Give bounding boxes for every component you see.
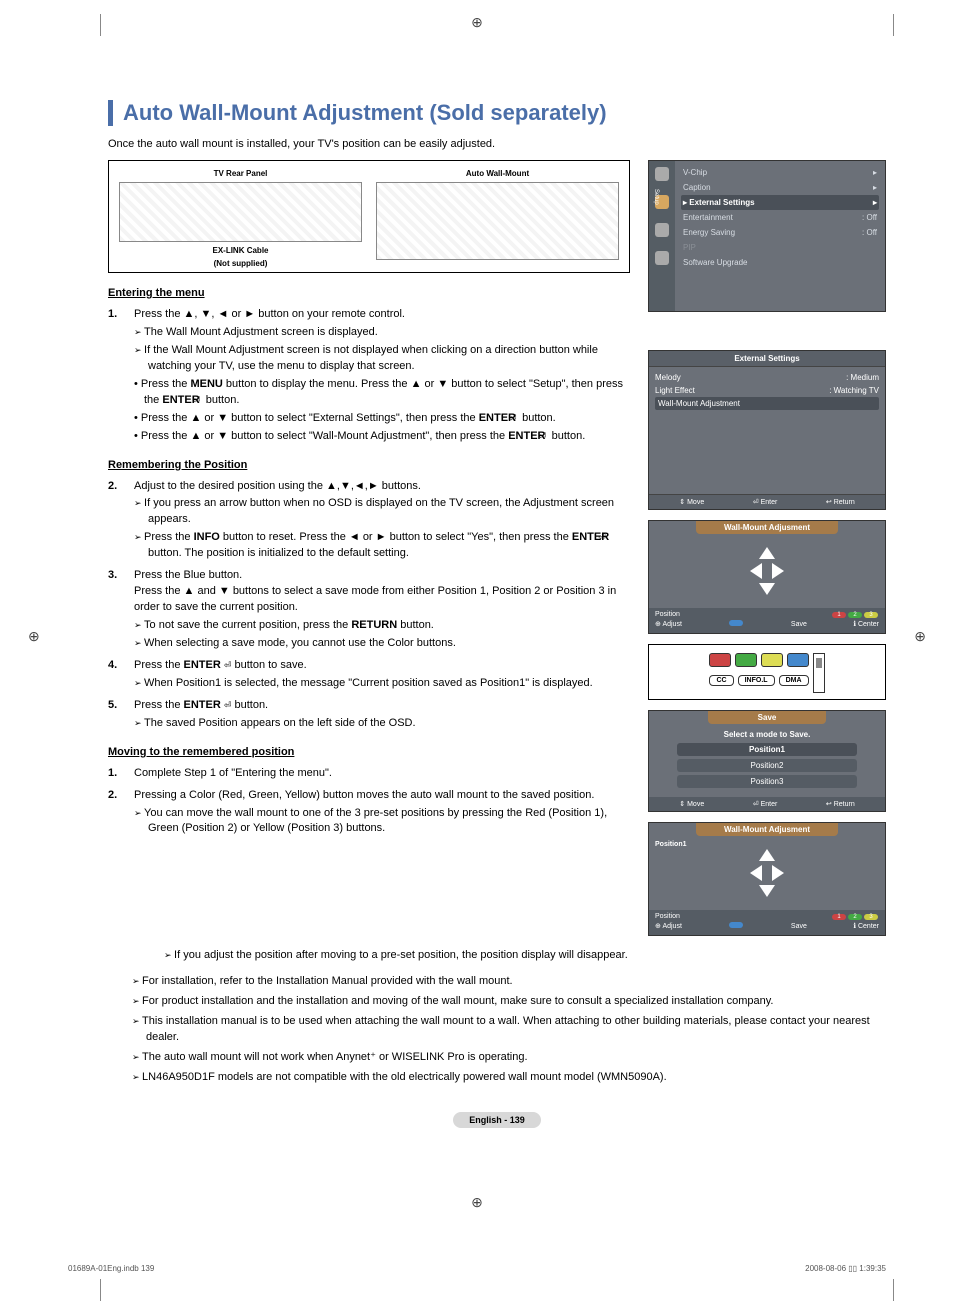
wiring-diagram: TV Rear Panel EX-LINK Cable (Not supplie… bbox=[108, 160, 630, 273]
sub-note: Press the INFO button to reset. Press th… bbox=[134, 530, 630, 562]
sub-note: If you adjust the position after moving … bbox=[164, 948, 886, 964]
diagram-label: TV Rear Panel bbox=[119, 169, 362, 178]
sub-note: To not save the current position, press … bbox=[134, 618, 630, 634]
sub-note: You can move the wall mount to one of th… bbox=[134, 806, 630, 838]
step-text: Press the Blue button. bbox=[134, 568, 630, 584]
sub-note: If you press an arrow button when no OSD… bbox=[134, 496, 630, 528]
osd-wallmount-pos1: Wall-Mount Adjusment Position1 Position1… bbox=[648, 822, 886, 936]
osd-save: Save Select a mode to Save. Position1 Po… bbox=[648, 710, 886, 812]
sub-note: The Wall Mount Adjustment screen is disp… bbox=[134, 325, 630, 341]
step-text: Press the ENTER ⏎ button. bbox=[134, 699, 268, 711]
step-text: Complete Step 1 of "Entering the menu". bbox=[134, 767, 332, 779]
bullet-note: Press the ▲ or ▼ button to select "Exter… bbox=[134, 411, 630, 427]
osd-wallmount: Wall-Mount Adjusment Position123 ⊕ Adjus… bbox=[648, 520, 886, 634]
bullet-note: Press the ▲ or ▼ button to select "Wall-… bbox=[134, 429, 630, 445]
cable-label: EX-LINK Cable bbox=[119, 246, 362, 255]
section-header: Remembering the Position bbox=[108, 459, 630, 471]
sub-note: The saved Position appears on the left s… bbox=[134, 716, 630, 732]
sub-note: When Position1 is selected, the message … bbox=[134, 676, 630, 692]
diagram-label: Auto Wall-Mount bbox=[376, 169, 619, 178]
final-notes: For installation, refer to the Installat… bbox=[108, 974, 886, 1086]
osd-setup-menu: Setup V-Chip▸ Caption▸ ▸ External Settin… bbox=[648, 160, 886, 312]
page-number: English - 139 bbox=[108, 1110, 886, 1128]
print-footer: 01689A-01Eng.indb 139 2008-08-06 ▯▯ 1:39… bbox=[68, 1264, 886, 1273]
bullet-note: Press the MENU button to display the men… bbox=[134, 377, 630, 409]
remote-diagram: CCINFO.LDMA bbox=[648, 644, 886, 700]
section-header: Moving to the remembered position bbox=[108, 746, 630, 758]
page-title: Auto Wall-Mount Adjustment (Sold separat… bbox=[123, 100, 886, 126]
step-text: Pressing a Color (Red, Green, Yellow) bu… bbox=[134, 789, 594, 801]
intro-text: Once the auto wall mount is installed, y… bbox=[108, 138, 886, 150]
step-text: Press the ▲, ▼, ◄ or ► button on your re… bbox=[134, 308, 405, 320]
sub-note: If the Wall Mount Adjustment screen is n… bbox=[134, 343, 630, 375]
section-header: Entering the menu bbox=[108, 287, 630, 299]
osd-external-settings: External Settings Melody: Medium Light E… bbox=[648, 350, 886, 510]
step-text: Press the ENTER ⏎ button to save. bbox=[134, 659, 307, 671]
step-text: Press the ▲ and ▼ buttons to select a sa… bbox=[134, 584, 630, 616]
sub-note: When selecting a save mode, you cannot u… bbox=[134, 636, 630, 652]
step-text: Adjust to the desired position using the… bbox=[134, 480, 421, 492]
cable-label: (Not supplied) bbox=[119, 259, 362, 268]
